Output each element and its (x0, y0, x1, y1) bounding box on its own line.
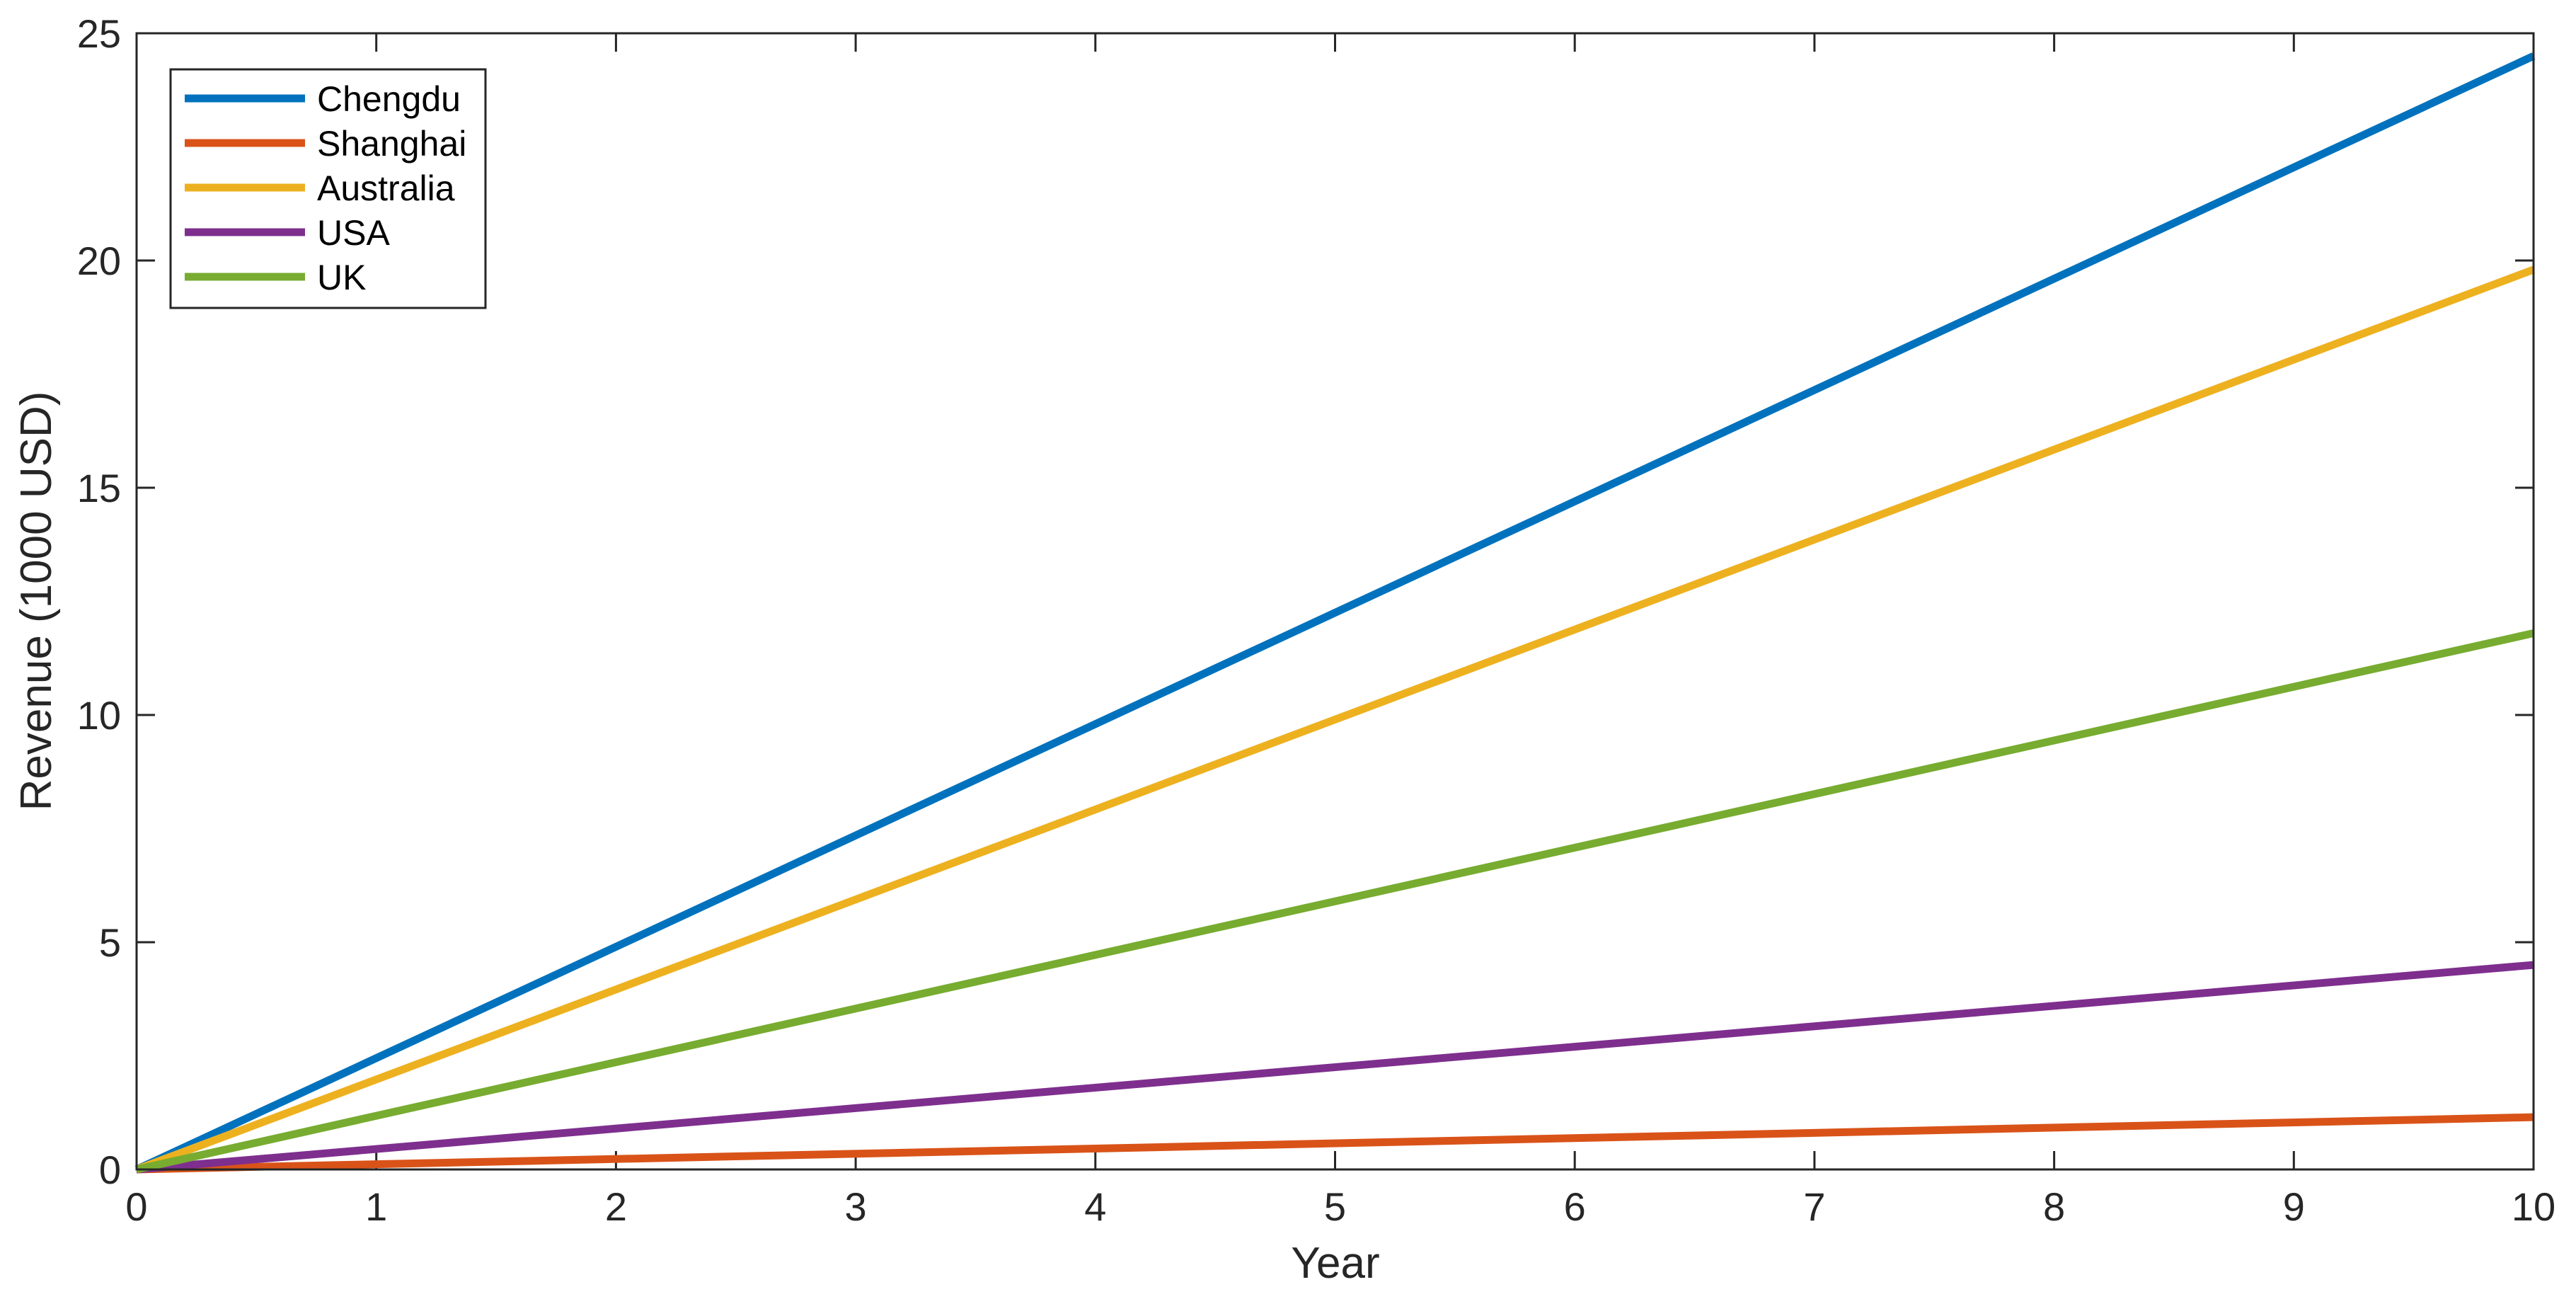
x-tick-label: 6 (1564, 1184, 1586, 1229)
legend-label-usa: USA (317, 213, 390, 253)
x-tick-label: 1 (365, 1184, 387, 1229)
legend-label-shanghai: Shanghai (317, 124, 466, 164)
x-tick-label: 8 (2043, 1184, 2065, 1229)
x-tick-label: 4 (1084, 1184, 1106, 1229)
series-line-chengdu (134, 52, 2536, 1173)
tick-labels: 0 1 2 3 4 5 6 7 8 9 10 0 5 10 15 20 25 (77, 11, 2555, 1229)
x-tick-label: 3 (845, 1184, 867, 1229)
x-tick-label: 0 (125, 1184, 147, 1229)
x-tick-label: 10 (2512, 1184, 2555, 1229)
x-tick-label: 5 (1324, 1184, 1346, 1229)
y-tick-label: 20 (77, 239, 121, 283)
series-line-shanghai (136, 1113, 2534, 1174)
legend-label-uk: UK (317, 258, 366, 297)
y-tick-label: 25 (77, 11, 121, 56)
legend-label-australia: Australia (317, 168, 455, 208)
legend-label-chengdu: Chengdu (317, 79, 461, 119)
x-axis-label: Year (1291, 1239, 1379, 1288)
y-tick-label: 10 (77, 693, 121, 738)
y-tick-label: 15 (77, 466, 121, 510)
series-layer (134, 52, 2536, 1174)
series-line-uk (135, 629, 2535, 1174)
x-tick-label: 2 (605, 1184, 627, 1229)
plot-frame (135, 32, 2535, 1171)
y-tick-label: 5 (99, 920, 121, 965)
series-line-usa (136, 961, 2534, 1174)
x-tick-label: 7 (1803, 1184, 1825, 1229)
x-tick-label: 9 (2283, 1184, 2305, 1229)
y-tick-label: 0 (99, 1148, 121, 1192)
series-line-australia (135, 265, 2535, 1174)
y-axis-label: Revenue (1000 USD) (12, 391, 61, 811)
